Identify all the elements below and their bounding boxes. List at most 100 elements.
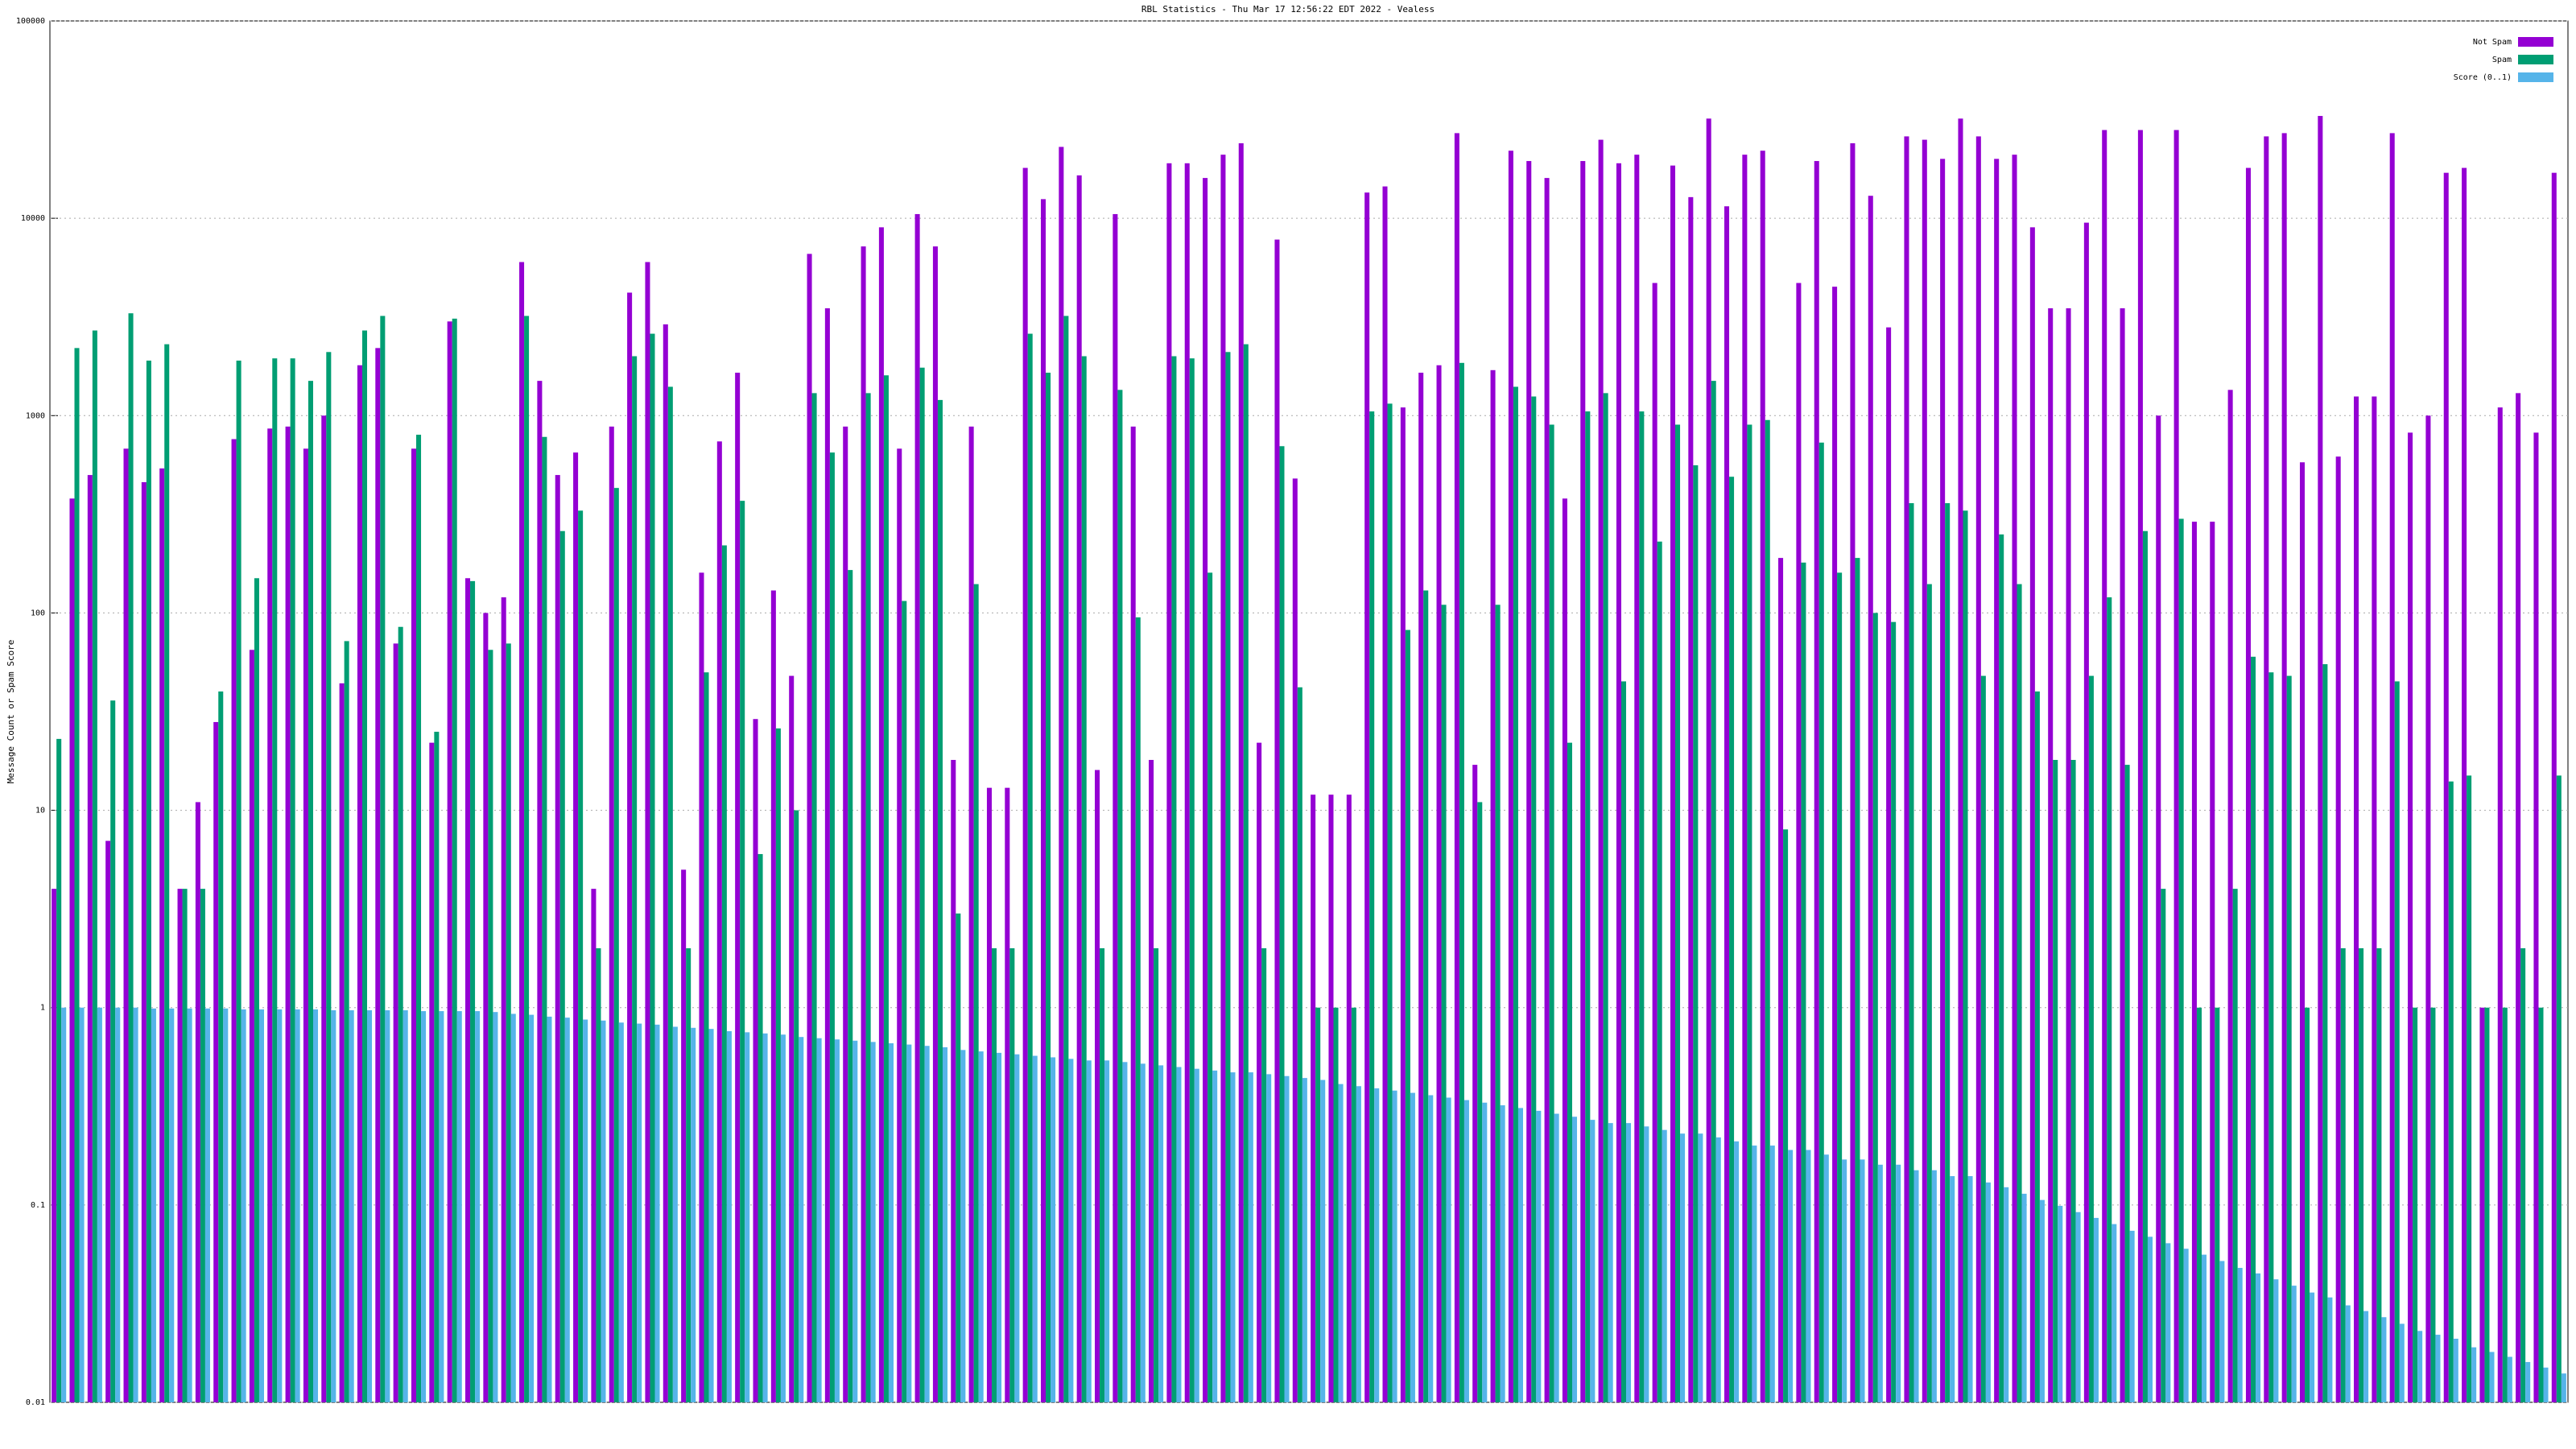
- bar: [2034, 691, 2040, 1402]
- y-tick-label: 1000: [26, 411, 45, 420]
- bar: [861, 246, 866, 1402]
- bar: [1400, 407, 1406, 1403]
- y-tick-label: 0.01: [26, 1398, 45, 1407]
- bar: [331, 1009, 336, 1402]
- bar: [2462, 167, 2467, 1403]
- bar: [1724, 206, 1730, 1403]
- bar: [2178, 518, 2184, 1402]
- y-tick-label: 10: [35, 807, 45, 815]
- bar: [1967, 1176, 1973, 1402]
- bar: [2310, 1292, 2315, 1402]
- bar: [1238, 142, 1244, 1403]
- bar: [501, 597, 506, 1402]
- bar: [2017, 584, 2022, 1402]
- bar: [1477, 802, 1483, 1402]
- bar: [295, 1009, 300, 1402]
- bar: [1926, 584, 1932, 1402]
- bar: [2004, 1187, 2009, 1402]
- bar: [2165, 1243, 2171, 1402]
- bar: [92, 330, 97, 1402]
- bar: [704, 672, 709, 1402]
- bar: [1171, 356, 1177, 1402]
- bar: [133, 1007, 138, 1402]
- bar: [1113, 213, 1118, 1402]
- bar: [650, 333, 655, 1402]
- bar: [290, 358, 295, 1402]
- bar: [456, 1011, 462, 1402]
- bar: [2516, 393, 2521, 1403]
- bar: [1051, 1057, 1056, 1402]
- bar: [2399, 1323, 2405, 1402]
- bar: [1860, 1159, 1865, 1402]
- bar: [470, 580, 476, 1402]
- bar: [2245, 167, 2251, 1403]
- bar: [1729, 477, 1735, 1402]
- bar: [2381, 1317, 2387, 1402]
- bar: [564, 1018, 570, 1402]
- bar: [105, 840, 111, 1402]
- bar: [758, 853, 763, 1402]
- bar: [870, 1042, 876, 1402]
- bar: [1279, 446, 1285, 1403]
- bar: [1005, 787, 1010, 1402]
- bar: [2479, 1007, 2485, 1402]
- bar: [942, 1046, 948, 1402]
- bar: [1311, 795, 1316, 1402]
- bar: [1081, 356, 1087, 1402]
- bar: [2413, 1007, 2418, 1402]
- bar: [2124, 765, 2130, 1402]
- bar: [1639, 411, 1645, 1402]
- bar: [1292, 478, 1298, 1402]
- bar: [2156, 415, 2161, 1403]
- bar: [1436, 365, 1442, 1402]
- bar: [811, 393, 817, 1403]
- bar: [1009, 947, 1015, 1402]
- bar: [1333, 1007, 1339, 1402]
- bar: [1567, 742, 1572, 1402]
- bar: [1872, 613, 1878, 1402]
- bar: [164, 344, 170, 1402]
- bar: [573, 452, 579, 1402]
- bar: [991, 947, 997, 1402]
- bar: [2497, 407, 2503, 1403]
- bar: [439, 1011, 444, 1402]
- bar: [1356, 1086, 1361, 1402]
- bar: [542, 436, 547, 1402]
- bar: [1616, 163, 1621, 1403]
- bar: [1225, 352, 1231, 1403]
- bar: [1459, 362, 1464, 1402]
- bar: [2107, 597, 2112, 1402]
- bar: [52, 889, 57, 1402]
- bar: [303, 448, 308, 1402]
- bar: [613, 488, 619, 1402]
- bar: [1046, 372, 1051, 1402]
- bar: [434, 732, 440, 1402]
- bar: [1634, 155, 1640, 1403]
- bar: [1554, 1113, 1559, 1402]
- bar: [1652, 283, 1657, 1402]
- bar: [97, 1007, 102, 1402]
- bar: [1571, 1117, 1578, 1402]
- bar: [2471, 1347, 2477, 1402]
- bar: [375, 348, 381, 1402]
- bar: [2520, 947, 2526, 1402]
- bar: [1778, 558, 1784, 1402]
- bar: [1698, 1133, 1703, 1402]
- bar: [195, 802, 200, 1402]
- bar: [385, 1009, 390, 1402]
- bar: [1531, 396, 1537, 1402]
- bar: [2286, 675, 2292, 1402]
- bar: [1230, 1072, 1236, 1402]
- bar: [258, 1009, 264, 1402]
- bar: [361, 330, 368, 1402]
- bar: [2484, 1007, 2490, 1402]
- bar: [1657, 541, 1662, 1402]
- bar: [510, 1013, 516, 1402]
- bar: [312, 1009, 319, 1402]
- bar: [1549, 424, 1554, 1402]
- bar: [285, 426, 291, 1402]
- bar: [583, 1019, 588, 1402]
- y-tick-label: 0.1: [31, 1201, 45, 1210]
- bar: [852, 1040, 858, 1402]
- bar: [663, 324, 668, 1403]
